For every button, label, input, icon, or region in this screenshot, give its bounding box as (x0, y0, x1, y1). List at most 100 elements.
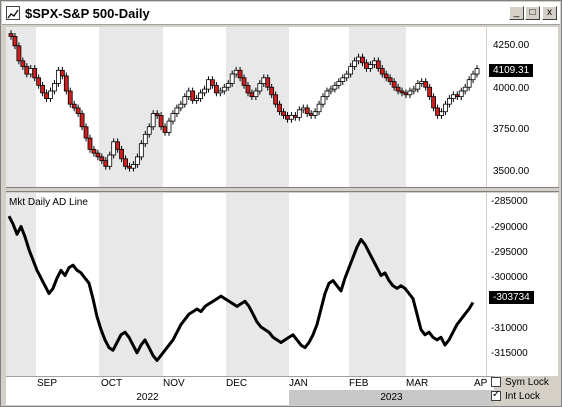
month-label: JAN (289, 378, 308, 389)
ad-line-chart[interactable] (6, 193, 486, 376)
ad-tick: -315000 (491, 348, 528, 359)
candle-down (95, 152, 101, 158)
month-label: OCT (101, 378, 123, 389)
candle-down (383, 73, 389, 79)
candle-down (245, 84, 251, 94)
price-chart[interactable] (6, 27, 486, 187)
candle-up (48, 90, 53, 99)
candle-up (194, 98, 200, 101)
candle-up (312, 111, 318, 116)
candle-down (427, 86, 433, 98)
candle-up (142, 133, 148, 145)
candle-up (439, 111, 444, 116)
candle-down (395, 86, 401, 92)
ad-tick: -285000 (491, 196, 528, 207)
sym-lock-checkbox[interactable] (491, 377, 501, 388)
candle-up (296, 109, 302, 118)
candle-up (186, 90, 192, 98)
close-button[interactable]: x (542, 6, 557, 20)
candle-up (368, 64, 373, 69)
candle-up (221, 86, 227, 92)
candle-down (127, 165, 132, 169)
candle-up (289, 115, 294, 120)
minimize-icon: _ (513, 7, 520, 18)
candle-down (32, 68, 38, 79)
sym-lock-toggle[interactable]: Sym Lock (491, 377, 549, 388)
candle-down (12, 36, 18, 47)
candle-up (55, 69, 61, 84)
candle-up (107, 154, 113, 167)
month-label: FEB (349, 378, 369, 389)
ad-tick: -295000 (491, 247, 528, 258)
candle-up (111, 141, 117, 156)
candle-up (225, 83, 231, 88)
month-shade (99, 193, 163, 376)
candle-up (336, 81, 342, 86)
candle-up (182, 96, 188, 105)
candle-down (213, 84, 219, 94)
candle-up (138, 143, 144, 158)
candle-down (292, 115, 298, 118)
month-label: AP (474, 378, 488, 389)
candle-down (265, 77, 271, 88)
month-label: DEC (226, 378, 248, 389)
candle-up (217, 90, 223, 94)
candle-up (28, 68, 34, 75)
candle-down (154, 113, 160, 116)
candle-down (387, 77, 393, 82)
candle-up (253, 90, 259, 98)
maximize-icon: □ (529, 7, 536, 18)
title-bar[interactable]: $SPX-S&P 500-Daily _ □ x (2, 2, 560, 25)
candle-down (277, 103, 282, 113)
candle-up (229, 73, 235, 84)
candle-up (415, 83, 421, 90)
candle-up (443, 103, 448, 113)
maximize-button[interactable]: □ (525, 6, 540, 20)
candle-up (474, 68, 480, 75)
check-icon: ✓ (492, 389, 501, 401)
year-2022: 2022 (6, 390, 289, 405)
month-shade (349, 27, 406, 187)
candle-up (300, 107, 306, 111)
minimize-button[interactable]: _ (509, 6, 524, 20)
candle-down (20, 60, 26, 67)
candle-up (257, 83, 263, 92)
candle-up (198, 92, 203, 99)
candle-up (52, 83, 57, 92)
month-shade (226, 193, 289, 376)
candle-down (431, 96, 437, 109)
candle-down (273, 94, 279, 105)
candle-down (158, 115, 164, 128)
time-axis[interactable]: SEP OCT NOV DEC JAN FEB MAR AP (6, 376, 494, 390)
candle-down (399, 90, 405, 94)
candle-down (281, 111, 286, 116)
candle-down (454, 94, 460, 98)
candle-up (470, 73, 476, 81)
price-tick: 4000.00 (493, 83, 530, 94)
candle-up (328, 88, 334, 92)
int-lock-toggle[interactable]: ✓ Int Lock (491, 389, 540, 402)
chart-app-icon (6, 6, 20, 20)
candle-up (170, 113, 176, 122)
month-label: SEP (37, 378, 58, 389)
candle-down (210, 79, 215, 86)
int-lock-checkbox[interactable]: ✓ (491, 389, 501, 402)
pane-divider[interactable] (6, 187, 559, 192)
candle-up (178, 103, 184, 109)
candle-down (36, 77, 42, 86)
candle-up (352, 60, 358, 67)
candle-down (103, 160, 109, 167)
candle-up (344, 73, 350, 79)
candle-down (67, 90, 73, 105)
candle-down (44, 92, 49, 99)
candle-up (233, 69, 239, 75)
ad-tick: -310000 (491, 323, 528, 334)
candle-up (316, 103, 322, 113)
candle-up (324, 90, 330, 98)
candle-down (91, 148, 97, 154)
candle-down (285, 115, 290, 120)
candle-down (391, 81, 397, 88)
candle-down (308, 113, 314, 116)
candle-up (466, 79, 472, 88)
ad-current-value: -303734 (489, 291, 534, 304)
